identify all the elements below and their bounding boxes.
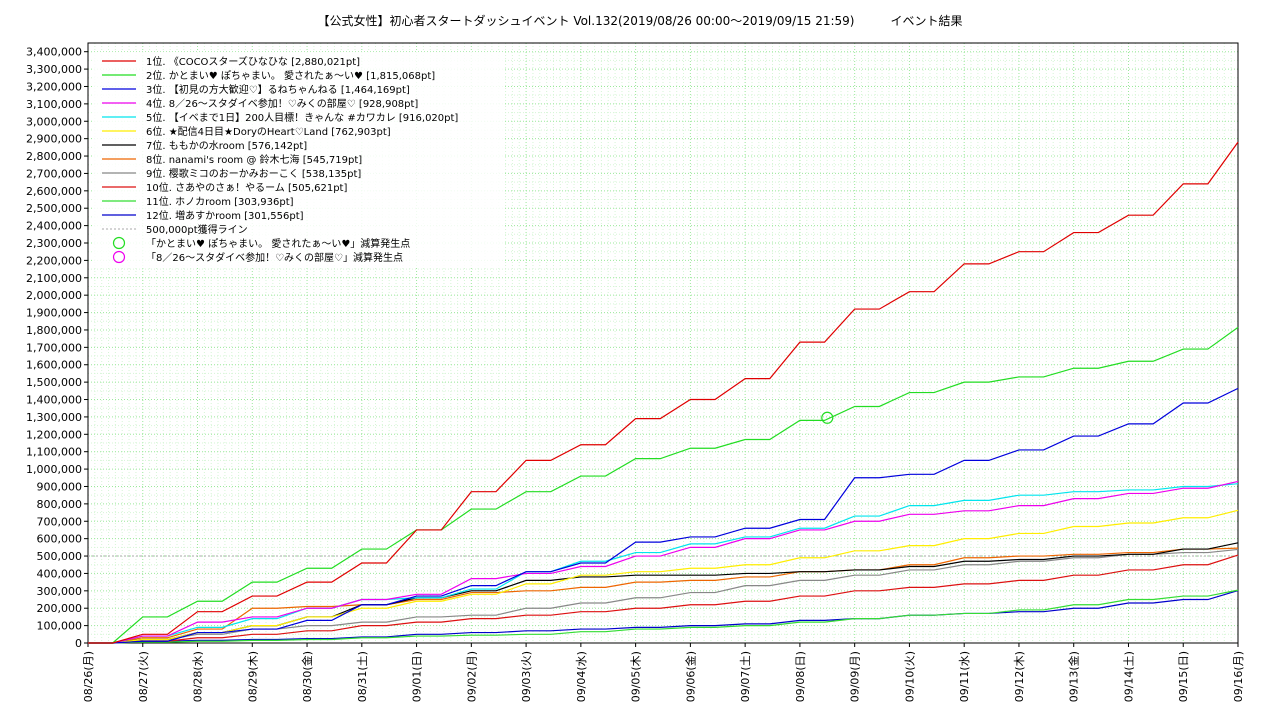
series-line <box>88 141 1239 644</box>
x-tick-label: 09/03(火) <box>520 651 533 702</box>
y-tick-label: 500,000 <box>37 550 83 563</box>
y-tick-label: 1,200,000 <box>26 428 82 441</box>
x-tick-label: 09/02(月) <box>465 651 478 702</box>
y-tick-label: 200,000 <box>37 602 83 615</box>
series-line <box>88 547 1239 644</box>
x-tick-label: 08/27(火) <box>137 651 150 702</box>
legend-label: 8位. nanami's room @ 鈴木七海 [545,719pt] <box>146 153 362 166</box>
x-tick-label: 09/01(日) <box>411 651 424 702</box>
x-tick-label: 09/12(木) <box>1013 651 1026 702</box>
legend-label: 1位. 《COCOスターズひなひな [2,880,021pt] <box>146 55 360 68</box>
y-tick-label: 1,800,000 <box>26 324 82 337</box>
legend-label: 10位. さあやのさぁ！やるーム [505,621pt] <box>146 181 347 194</box>
legend-label: 6位. ★配信4日目★DoryのHeart♡Land [762,903pt] <box>146 125 391 138</box>
y-tick-label: 100,000 <box>37 620 83 633</box>
y-tick-label: 800,000 <box>37 498 83 511</box>
x-tick-label: 08/28(水) <box>192 651 205 702</box>
y-tick-label: 2,500,000 <box>26 202 82 215</box>
y-tick-label: 1,600,000 <box>26 359 82 372</box>
y-tick-label: 3,400,000 <box>26 46 82 59</box>
legend-label: 12位. 増あすかroom [301,556pt] <box>146 209 304 222</box>
legend-label: 7位. ももかの水room [576,142pt] <box>146 139 307 152</box>
x-tick-label: 08/29(木) <box>246 651 259 702</box>
marker-points <box>821 411 834 424</box>
x-tick-label: 09/05(木) <box>630 651 643 702</box>
y-tick-label: 900,000 <box>37 480 83 493</box>
legend-label: 3位. 【初見の方大歓迎♡】るねちゃんねる [1,464,169pt] <box>146 83 410 96</box>
y-tick-label: 600,000 <box>37 533 83 546</box>
legend: 1位. 《COCOスターズひなひな [2,880,021pt]2位. かとまい♥… <box>93 52 503 267</box>
x-tick-label: 09/09(月) <box>849 651 862 702</box>
series-line <box>88 387 1239 644</box>
x-tick-label: 08/31(土) <box>356 651 369 702</box>
legend-label: 5位. 【イベまで1日】200人目標！きゃんな #カワカレ [916,020pt… <box>146 111 458 124</box>
y-tick-label: 2,100,000 <box>26 272 82 285</box>
legend-label: 「かとまい♥ ぽちゃまい。 愛されたぁ〜い♥」減算発生点 <box>146 237 410 250</box>
y-tick-label: 1,000,000 <box>26 463 82 476</box>
y-tick-label: 2,600,000 <box>26 185 82 198</box>
legend-label: 9位. 樱歌ミコのおーかみおーこく [538,135pt] <box>146 167 361 180</box>
legend-marker-swatch <box>112 236 126 250</box>
y-tick-label: 2,400,000 <box>26 220 82 233</box>
y-tick-label: 3,200,000 <box>26 80 82 93</box>
y-tick-label: 2,000,000 <box>26 289 82 302</box>
legend-label: 11位. ホノカroom [303,936pt] <box>146 195 294 208</box>
x-tick-label: 09/14(土) <box>1122 651 1135 702</box>
series-line <box>88 589 1239 644</box>
x-tick-label: 08/30(金) <box>300 651 314 702</box>
y-tick-label: 1,700,000 <box>26 341 82 354</box>
y-tick-label: 3,300,000 <box>26 63 82 76</box>
series-line <box>88 480 1239 644</box>
y-tick-label: 1,300,000 <box>26 411 82 424</box>
chart-title: 【公式女性】初心者スタートダッシュイベント Vol.132(2019/08/26… <box>317 14 963 28</box>
x-tick-label: 09/11(水) <box>958 651 971 702</box>
y-axis-ticks: 0 100,000 200,000 300,000 400,000 500,000 600,… <box>26 46 88 650</box>
y-tick-label: 2,700,000 <box>26 167 82 180</box>
y-tick-label: 1,500,000 <box>26 376 82 389</box>
legend-background <box>93 52 503 267</box>
legend-label: 「8／26〜スタダイベ参加！♡みくの部屋♡」減算発生点 <box>146 251 403 264</box>
y-tick-label: 0 <box>75 637 82 650</box>
x-tick-label: 09/13(金) <box>1067 651 1081 702</box>
y-tick-label: 300,000 <box>37 585 83 598</box>
y-tick-label: 2,200,000 <box>26 254 82 267</box>
y-tick-label: 700,000 <box>37 515 83 528</box>
x-tick-label: 09/07(土) <box>739 651 752 702</box>
series-line <box>88 483 1239 644</box>
y-tick-label: 3,000,000 <box>26 115 82 128</box>
y-tick-label: 1,900,000 <box>26 307 82 320</box>
y-tick-label: 3,100,000 <box>26 98 82 111</box>
y-tick-label: 2,300,000 <box>26 237 82 250</box>
series-line <box>88 554 1239 644</box>
x-axis-ticks: 08/26(月) 08/27(火) 08/28(水) 08/29(木) 08/30(金)… <box>82 643 1245 702</box>
reduction-marker <box>821 411 834 424</box>
x-tick-label: 09/10(火) <box>903 651 916 702</box>
y-tick-label: 2,800,000 <box>26 150 82 163</box>
legend-label: 2位. かとまい♥ ぽちゃまい。 愛されたぁ〜い♥ [1,815,068pt] <box>146 69 435 82</box>
x-tick-label: 09/06(金) <box>683 651 697 702</box>
series-line <box>88 589 1239 644</box>
x-tick-label: 09/04(水) <box>575 651 588 702</box>
series-line <box>88 326 1239 644</box>
series-line <box>88 509 1239 644</box>
x-tick-label: 08/26(月) <box>82 651 95 702</box>
x-tick-label: 09/15(日) <box>1177 651 1190 702</box>
x-tick-label: 09/16(月) <box>1232 651 1245 702</box>
y-tick-label: 1,100,000 <box>26 446 82 459</box>
legend-label: 500,000pt獲得ライン <box>146 223 248 236</box>
legend-marker-swatch <box>112 250 126 264</box>
x-tick-label: 09/08(日) <box>794 651 807 702</box>
y-tick-label: 2,900,000 <box>26 133 82 146</box>
y-tick-label: 1,400,000 <box>26 394 82 407</box>
legend-label: 4位. 8／26〜スタダイベ参加！♡みくの部屋♡ [928,908pt] <box>146 97 418 110</box>
series-lines <box>88 141 1239 644</box>
y-tick-label: 400,000 <box>37 567 83 580</box>
plot-frame <box>87 42 1239 644</box>
